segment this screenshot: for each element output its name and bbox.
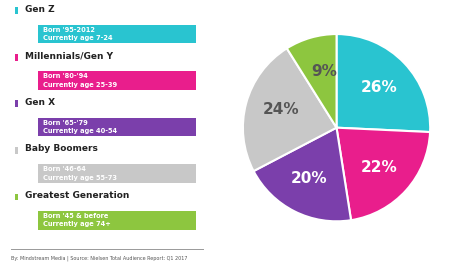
Text: Born '95-2012
Currently age 7-24: Born '95-2012 Currently age 7-24 [43,27,112,41]
Text: 24%: 24% [263,102,300,117]
Wedge shape [287,34,337,128]
Text: 20%: 20% [290,171,327,186]
Text: Millennials/Gen Y: Millennials/Gen Y [25,51,112,60]
FancyBboxPatch shape [38,118,196,136]
FancyBboxPatch shape [38,164,196,183]
Text: Born '80-'94
Currently age 25-39: Born '80-'94 Currently age 25-39 [43,73,117,88]
Text: 9%: 9% [311,64,337,78]
Text: Greatest Generation: Greatest Generation [25,191,129,200]
Wedge shape [243,48,337,171]
Text: By: Mindstream Media | Source: Nielsen Total Audience Report: Q1 2017: By: Mindstream Media | Source: Nielsen T… [10,255,187,261]
FancyBboxPatch shape [15,101,18,107]
Text: Born '46-64
Currently age 55-73: Born '46-64 Currently age 55-73 [43,166,117,181]
Text: Baby Boomers: Baby Boomers [25,144,97,153]
Text: 26%: 26% [361,80,397,95]
FancyBboxPatch shape [15,147,18,154]
FancyBboxPatch shape [38,71,196,90]
FancyBboxPatch shape [15,7,18,14]
FancyBboxPatch shape [15,194,18,200]
Text: Gen Z: Gen Z [25,5,54,14]
FancyBboxPatch shape [38,25,196,43]
Text: Gen X: Gen X [25,98,55,107]
Text: Born '45 & before
Currently age 74+: Born '45 & before Currently age 74+ [43,213,110,227]
Text: Born '65-'79
Currently age 40-54: Born '65-'79 Currently age 40-54 [43,120,117,134]
FancyBboxPatch shape [38,211,196,230]
Text: 22%: 22% [361,160,397,175]
Wedge shape [337,34,430,132]
Wedge shape [337,128,430,220]
Wedge shape [254,128,351,221]
FancyBboxPatch shape [15,54,18,61]
